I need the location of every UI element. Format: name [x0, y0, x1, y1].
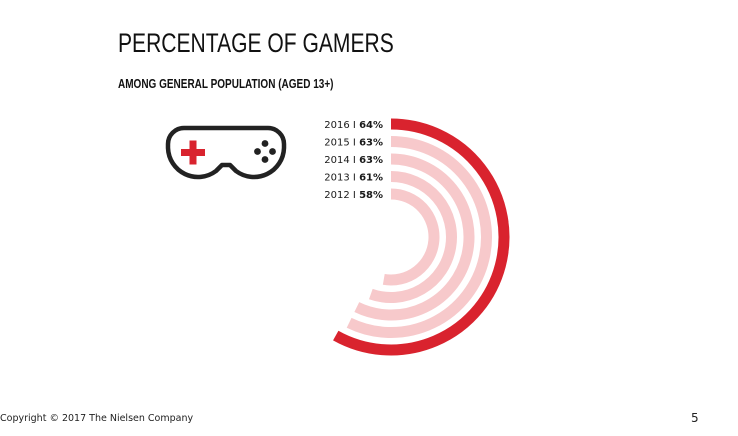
- arc-2012: [382, 188, 440, 286]
- button-left: [254, 148, 261, 155]
- label-2016: 2016 I 64%: [324, 120, 383, 131]
- label-separator: I: [353, 190, 359, 201]
- label-value: 64%: [359, 120, 383, 131]
- button-bottom: [261, 156, 269, 163]
- label-year: 2014: [324, 155, 353, 166]
- label-value: 61%: [359, 173, 383, 184]
- chart-subtitle: AMONG GENERAL POPULATION (AGED 13+): [118, 77, 334, 91]
- label-value: 63%: [359, 155, 383, 166]
- chart-title: PERCENTAGE OF GAMERS: [118, 28, 394, 58]
- chart-labels: 2016 I 64%2015 I 63%2014 I 63%2013 I 61%…: [324, 120, 383, 201]
- label-2014: 2014 I 63%: [324, 155, 383, 166]
- game-controller-icon: [165, 125, 287, 180]
- label-2013: 2013 I 61%: [324, 173, 383, 184]
- label-separator: I: [353, 138, 359, 149]
- label-year: 2012: [324, 190, 353, 201]
- button-right: [269, 148, 276, 155]
- label-year: 2013: [324, 173, 353, 184]
- label-separator: I: [353, 120, 359, 131]
- label-value: 63%: [359, 138, 383, 149]
- controller-body: [165, 125, 287, 180]
- label-year: 2016: [324, 120, 353, 131]
- arc-2016: [333, 118, 510, 356]
- page-number: 5: [691, 411, 699, 425]
- label-separator: I: [353, 155, 359, 166]
- label-year: 2015: [324, 138, 353, 149]
- label-2015: 2015 I 63%: [324, 138, 383, 149]
- arc-2014: [354, 153, 475, 321]
- label-value: 58%: [359, 190, 383, 201]
- dpad-vertical: [189, 140, 197, 165]
- footer-copyright: Copyright © 2017 The Nielsen Company: [0, 413, 194, 424]
- label-separator: I: [353, 173, 359, 184]
- label-2012: 2012 I 58%: [324, 190, 383, 201]
- chart-arcs: [333, 118, 510, 356]
- arc-2015: [346, 136, 492, 338]
- arc-2013: [369, 171, 457, 303]
- button-top: [261, 140, 269, 147]
